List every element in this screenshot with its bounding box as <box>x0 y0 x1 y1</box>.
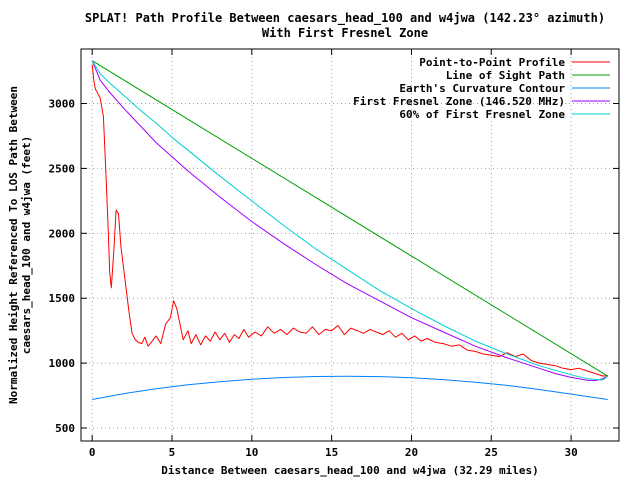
y-tick-label: 1000 <box>49 357 76 370</box>
y-tick-label: 3000 <box>49 98 76 111</box>
legend-label-3: First Fresnel Zone (146.520 MHz) <box>353 95 565 108</box>
series-line-2 <box>92 375 608 400</box>
y-axis-label-line1: Normalized Height Referenced To LOS Path… <box>7 86 20 404</box>
axis-ticks: 0 5 10 15 20 25 30 500 1000 1500 2000 2500 3000 <box>49 49 619 459</box>
x-tick-label: 20 <box>405 446 418 459</box>
x-tick-label: 0 <box>89 446 96 459</box>
series-line-3 <box>91 60 608 382</box>
series-line-0 <box>91 64 608 377</box>
grid <box>81 49 619 441</box>
x-tick-label: 15 <box>325 446 338 459</box>
series-line-1 <box>91 60 608 377</box>
y-tick-label: 1500 <box>49 292 76 305</box>
legend-label-2: Earth's Curvature Contour <box>399 82 565 95</box>
y-tick-label: 2500 <box>49 162 76 175</box>
series-lines <box>91 60 609 400</box>
y-tick-label: 2000 <box>49 227 76 240</box>
legend-label-4: 60% of First Fresnel Zone <box>399 108 565 121</box>
x-axis-label: Distance Between caesars_head_100 and w4… <box>161 464 539 477</box>
x-tick-label: 5 <box>169 446 176 459</box>
x-tick-label: 10 <box>245 446 258 459</box>
plot-frame <box>80 48 620 442</box>
y-tick-label: 500 <box>55 422 75 435</box>
chart-subtitle: With First Fresnel Zone <box>262 26 428 40</box>
y-axis-label-line2: caesars_head_100 and w4jwa (feet) <box>20 136 33 355</box>
legend-label-1: Line of Sight Path <box>446 69 565 82</box>
x-tick-label: 25 <box>485 446 498 459</box>
legend-label-0: Point-to-Point Profile <box>419 56 565 69</box>
x-tick-label: 30 <box>564 446 577 459</box>
series-line-4 <box>91 60 609 381</box>
chart-title: SPLAT! Path Profile Between caesars_head… <box>85 11 605 26</box>
